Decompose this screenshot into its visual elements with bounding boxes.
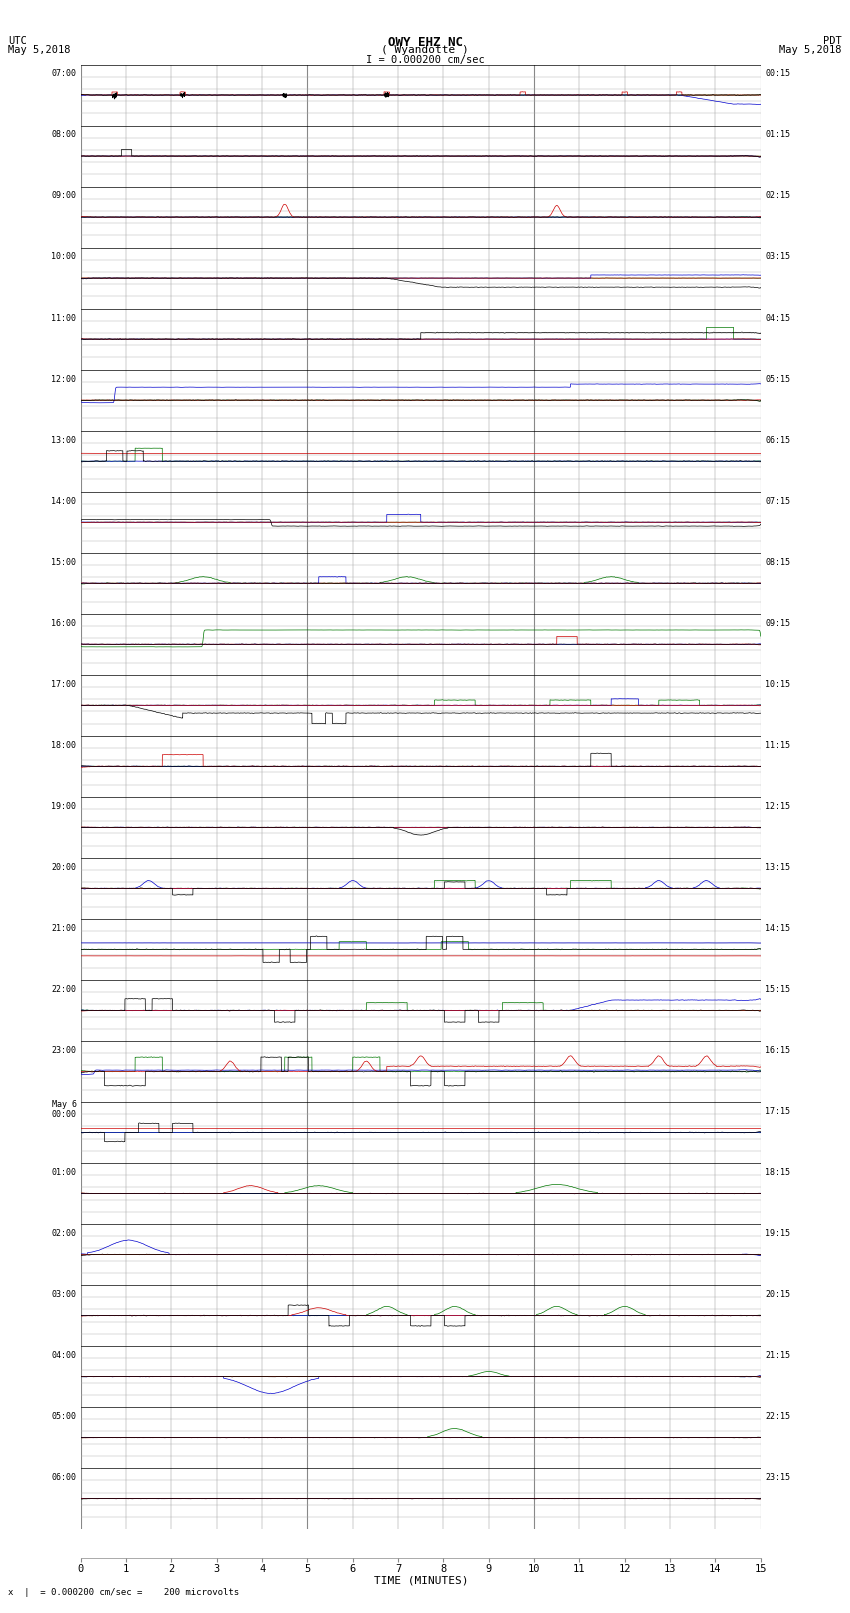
Text: 05:15: 05:15 — [765, 374, 790, 384]
Text: 08:15: 08:15 — [765, 558, 790, 566]
Text: 16:15: 16:15 — [765, 1045, 790, 1055]
Text: I = 0.000200 cm/sec: I = 0.000200 cm/sec — [366, 55, 484, 65]
Text: 13:15: 13:15 — [765, 863, 790, 871]
Text: 12:15: 12:15 — [765, 802, 790, 811]
Text: 21:00: 21:00 — [52, 924, 76, 932]
Text: 00:15: 00:15 — [765, 69, 790, 79]
Text: 04:00: 04:00 — [52, 1352, 76, 1360]
Text: 04:15: 04:15 — [765, 313, 790, 323]
Text: 19:15: 19:15 — [765, 1229, 790, 1237]
Text: 01:00: 01:00 — [52, 1168, 76, 1177]
Text: x  |  = 0.000200 cm/sec =    200 microvolts: x | = 0.000200 cm/sec = 200 microvolts — [8, 1587, 240, 1597]
Text: 21:15: 21:15 — [765, 1352, 790, 1360]
Text: 15:15: 15:15 — [765, 986, 790, 994]
Text: 03:15: 03:15 — [765, 253, 790, 261]
Text: 18:00: 18:00 — [52, 740, 76, 750]
Text: 18:15: 18:15 — [765, 1168, 790, 1177]
X-axis label: TIME (MINUTES): TIME (MINUTES) — [373, 1576, 468, 1586]
Text: 05:00: 05:00 — [52, 1411, 76, 1421]
Text: 02:15: 02:15 — [765, 192, 790, 200]
Text: 17:00: 17:00 — [52, 679, 76, 689]
Text: 09:00: 09:00 — [52, 192, 76, 200]
Text: 02:00: 02:00 — [52, 1229, 76, 1237]
Text: 14:00: 14:00 — [52, 497, 76, 505]
Text: 14:15: 14:15 — [765, 924, 790, 932]
Text: 00:00: 00:00 — [52, 1110, 76, 1119]
Text: 10:00: 10:00 — [52, 253, 76, 261]
Text: UTC: UTC — [8, 37, 27, 47]
Text: 23:00: 23:00 — [52, 1045, 76, 1055]
Text: 22:00: 22:00 — [52, 986, 76, 994]
Text: 11:15: 11:15 — [765, 740, 790, 750]
Text: 07:15: 07:15 — [765, 497, 790, 505]
Text: May 5,2018: May 5,2018 — [8, 45, 71, 55]
Text: 15:00: 15:00 — [52, 558, 76, 566]
Text: May 5,2018: May 5,2018 — [779, 45, 842, 55]
Text: 07:00: 07:00 — [52, 69, 76, 79]
Text: 20:15: 20:15 — [765, 1290, 790, 1298]
Text: 10:15: 10:15 — [765, 679, 790, 689]
Text: ( Wyandotte ): ( Wyandotte ) — [381, 45, 469, 55]
Text: 08:00: 08:00 — [52, 131, 76, 139]
Text: 06:00: 06:00 — [52, 1473, 76, 1482]
Text: OWY EHZ NC: OWY EHZ NC — [388, 37, 462, 50]
Text: 16:00: 16:00 — [52, 619, 76, 627]
Text: 17:15: 17:15 — [765, 1107, 790, 1116]
Text: 01:15: 01:15 — [765, 131, 790, 139]
Text: 13:00: 13:00 — [52, 436, 76, 445]
Text: 23:15: 23:15 — [765, 1473, 790, 1482]
Text: 11:00: 11:00 — [52, 313, 76, 323]
Text: 19:00: 19:00 — [52, 802, 76, 811]
Text: May 6: May 6 — [52, 1100, 76, 1108]
Text: 22:15: 22:15 — [765, 1411, 790, 1421]
Text: 06:15: 06:15 — [765, 436, 790, 445]
Text: 03:00: 03:00 — [52, 1290, 76, 1298]
Text: 09:15: 09:15 — [765, 619, 790, 627]
Text: PDT: PDT — [823, 37, 842, 47]
Text: 12:00: 12:00 — [52, 374, 76, 384]
Text: 20:00: 20:00 — [52, 863, 76, 871]
